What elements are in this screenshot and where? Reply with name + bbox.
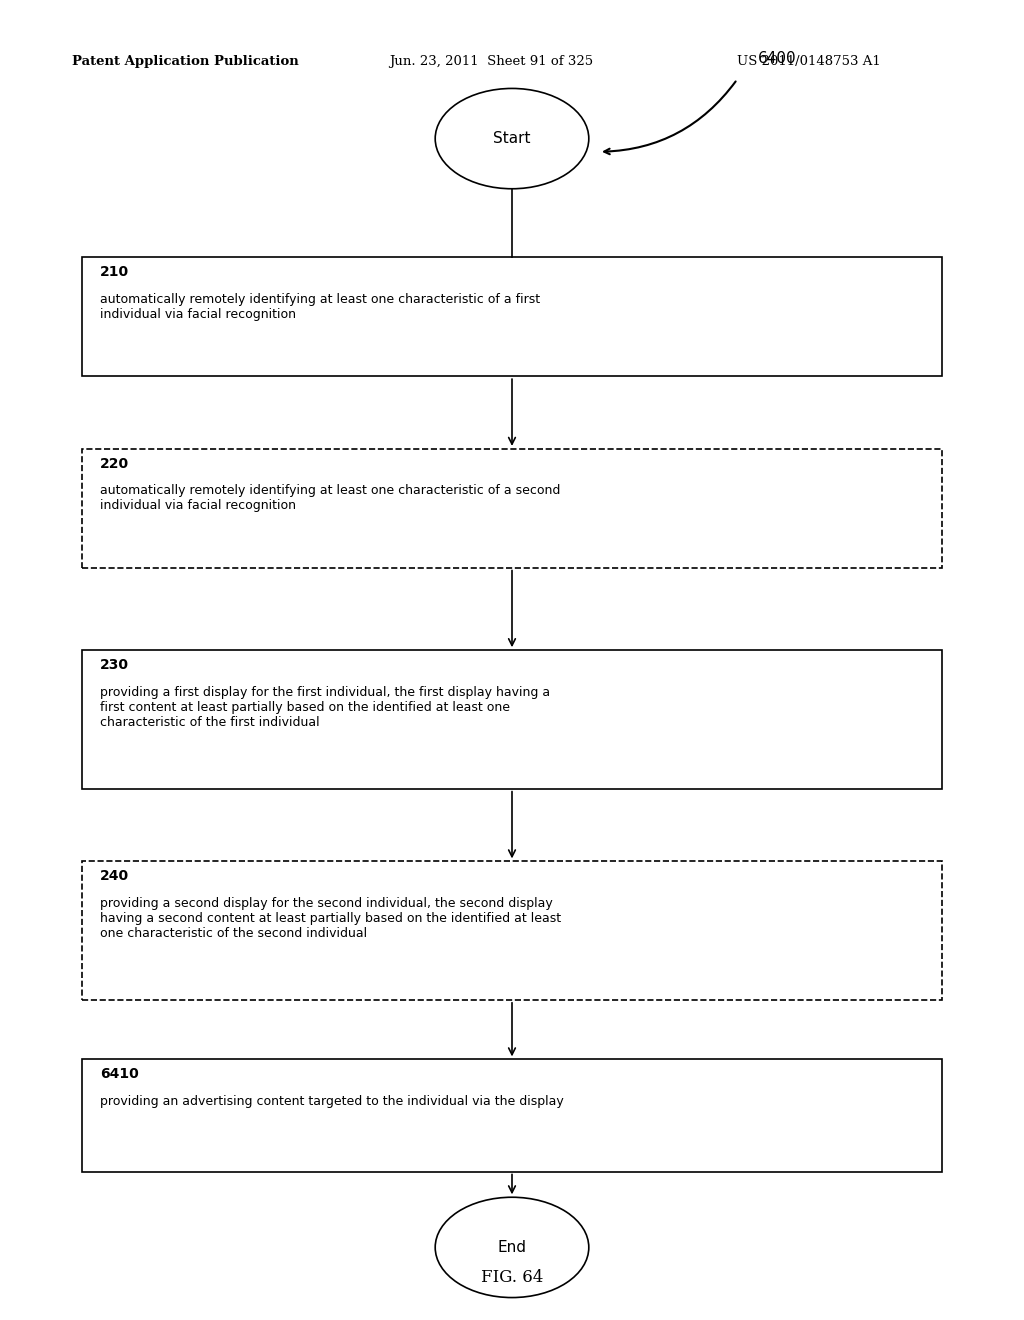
Text: 220: 220: [100, 457, 129, 471]
Text: 210: 210: [100, 265, 129, 280]
Text: Patent Application Publication: Patent Application Publication: [72, 55, 298, 69]
Bar: [82, 649, 942, 788]
Text: automatically remotely identifying at least one characteristic of a first
indivi: automatically remotely identifying at le…: [100, 293, 541, 321]
Text: Jun. 23, 2011  Sheet 91 of 325: Jun. 23, 2011 Sheet 91 of 325: [389, 55, 593, 69]
Bar: [82, 862, 942, 1001]
Text: 240: 240: [100, 870, 129, 883]
Text: 6410: 6410: [100, 1067, 139, 1081]
Text: automatically remotely identifying at least one characteristic of a second
indiv: automatically remotely identifying at le…: [100, 484, 561, 512]
Bar: [82, 449, 942, 568]
Bar: [82, 257, 942, 376]
Text: providing a first display for the first individual, the first display having a
f: providing a first display for the first …: [100, 685, 551, 729]
Text: Start: Start: [494, 131, 530, 147]
Ellipse shape: [435, 88, 589, 189]
Text: US 2011/0148753 A1: US 2011/0148753 A1: [737, 55, 881, 69]
Text: providing an advertising content targeted to the individual via the display: providing an advertising content targete…: [100, 1096, 564, 1107]
Bar: [82, 1059, 942, 1172]
Text: providing a second display for the second individual, the second display
having : providing a second display for the secon…: [100, 898, 561, 940]
Text: 230: 230: [100, 657, 129, 672]
Text: FIG. 64: FIG. 64: [481, 1270, 543, 1286]
Text: 6400: 6400: [758, 51, 797, 66]
Ellipse shape: [435, 1197, 589, 1298]
Text: End: End: [498, 1239, 526, 1255]
